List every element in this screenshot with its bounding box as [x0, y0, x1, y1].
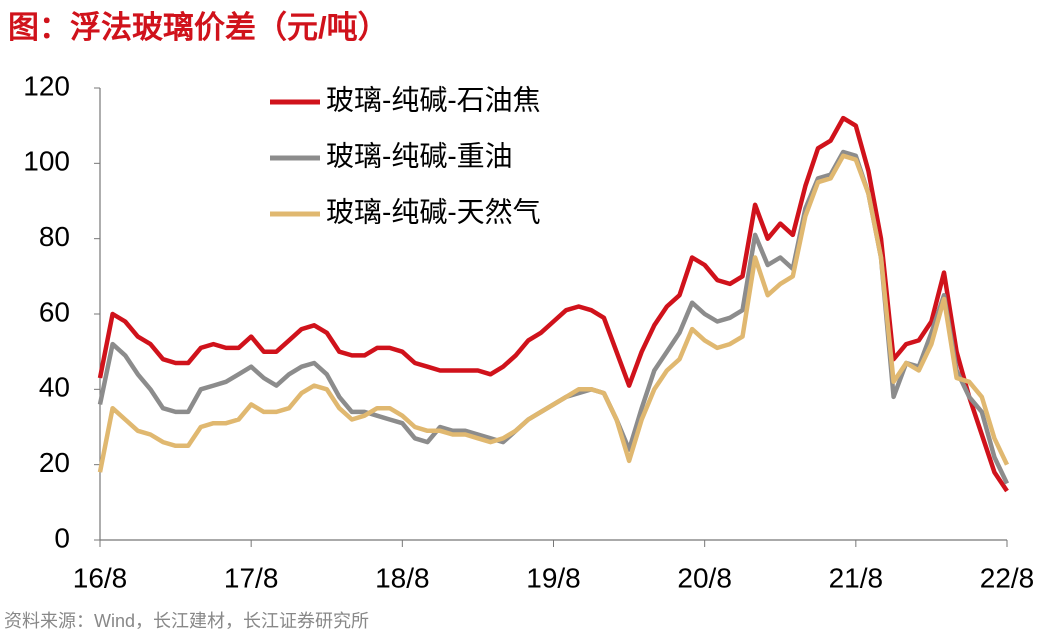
y-tick-label: 100	[23, 146, 70, 177]
legend-label: 玻璃-纯碱-天然气	[326, 196, 541, 227]
y-tick-label: 120	[23, 70, 70, 101]
x-tick-label: 19/8	[526, 562, 581, 593]
y-tick-label: 0	[54, 522, 70, 553]
y-tick-label: 60	[39, 296, 70, 327]
line-series	[97, 115, 1009, 493]
line-series	[97, 153, 1010, 473]
legend-label: 玻璃-纯碱-重油	[326, 140, 513, 171]
y-tick-label: 20	[39, 447, 70, 478]
x-tick-label: 22/8	[980, 562, 1035, 593]
source-note: 资料来源：Wind，长江建材，长江证券研究所	[4, 611, 369, 631]
x-tick-label: 16/8	[73, 562, 128, 593]
chart-title: 图：浮法玻璃价差（元/吨）	[8, 10, 389, 45]
x-tick-label: 21/8	[829, 562, 884, 593]
y-tick-label: 80	[39, 221, 70, 252]
x-tick-label: 17/8	[224, 562, 279, 593]
x-tick-label: 18/8	[375, 562, 430, 593]
legend-label: 玻璃-纯碱-石油焦	[326, 84, 541, 115]
x-tick-label: 20/8	[677, 562, 732, 593]
y-tick-label: 40	[39, 372, 70, 403]
